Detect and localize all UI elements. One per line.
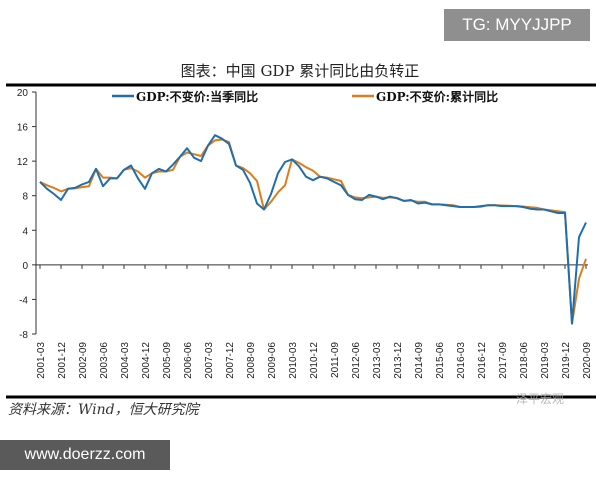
y-tick-label: 0 bbox=[22, 261, 28, 272]
source-note: 资料来源：Wind，恒大研究院 bbox=[8, 402, 201, 418]
x-tick-label: 2001-12 bbox=[57, 342, 68, 379]
x-tick-label: 2001-03 bbox=[36, 342, 47, 379]
y-tick-label: 20 bbox=[17, 88, 29, 99]
x-tick-label: 2007-12 bbox=[225, 342, 236, 379]
series-lines bbox=[39, 134, 587, 325]
x-tick-label: 2008-09 bbox=[246, 342, 257, 379]
x-tick-label: 2014-09 bbox=[414, 342, 425, 379]
x-tick-label: 2009-06 bbox=[267, 342, 278, 379]
series-line-cumulative bbox=[39, 138, 587, 325]
x-tick-label: 2003-06 bbox=[99, 342, 110, 379]
x-tick-label: 2016-03 bbox=[456, 342, 467, 379]
legend: GDP:不变价:当季同比 GDP:不变价:累计同比 bbox=[112, 89, 498, 104]
x-tick-label: 2004-03 bbox=[120, 342, 131, 379]
x-tick-label: 2006-06 bbox=[183, 342, 194, 379]
legend-label-cumulative: GDP:不变价:累计同比 bbox=[376, 89, 498, 104]
y-tick-label: 16 bbox=[17, 123, 29, 134]
y-tick-label: 12 bbox=[17, 157, 29, 168]
x-tick-label: 2020-09 bbox=[582, 342, 593, 379]
x-tick-label: 2010-03 bbox=[288, 342, 299, 379]
x-tick-label: 2002-09 bbox=[78, 342, 89, 379]
x-tick-label: 2010-12 bbox=[309, 342, 320, 379]
x-tick-label: 2017-09 bbox=[498, 342, 509, 379]
chart-title: 图表：中国 GDP 累计同比由负转正 bbox=[181, 62, 420, 80]
x-tick-label: 2013-03 bbox=[372, 342, 383, 379]
x-tick-label: 2019-03 bbox=[540, 342, 551, 379]
y-tick-label: 4 bbox=[22, 226, 28, 237]
y-tick-label: -4 bbox=[19, 295, 28, 306]
x-tick-label: 2011-09 bbox=[330, 342, 341, 378]
x-tick-label: 2019-12 bbox=[561, 342, 572, 379]
channel-badge: TG: MYYJJPP bbox=[444, 9, 590, 41]
y-tick-label: 8 bbox=[22, 192, 28, 203]
x-tick-label: 2016-12 bbox=[477, 342, 488, 379]
axes: 20 16 12 8 4 0 -4 -8 2001-03 2001-12 2002-09 2003-0… bbox=[17, 88, 593, 379]
footer-site: www.doerzz.com bbox=[0, 440, 170, 470]
y-tick-label: -8 bbox=[19, 330, 28, 341]
x-tick-label: 2015-06 bbox=[435, 342, 446, 379]
x-tick-label: 2007-03 bbox=[204, 342, 215, 379]
series-line-quarterly bbox=[39, 134, 587, 325]
legend-label-quarterly: GDP:不变价:当季同比 bbox=[136, 89, 258, 104]
x-tick-label: 2005-09 bbox=[162, 342, 173, 379]
watermark: 泽平宏观 bbox=[516, 391, 564, 406]
x-tick-label: 2018-06 bbox=[519, 342, 530, 379]
x-tick-label: 2013-12 bbox=[393, 342, 404, 379]
x-tick-label: 2012-06 bbox=[351, 342, 362, 379]
x-tick-label: 2004-12 bbox=[141, 342, 152, 379]
